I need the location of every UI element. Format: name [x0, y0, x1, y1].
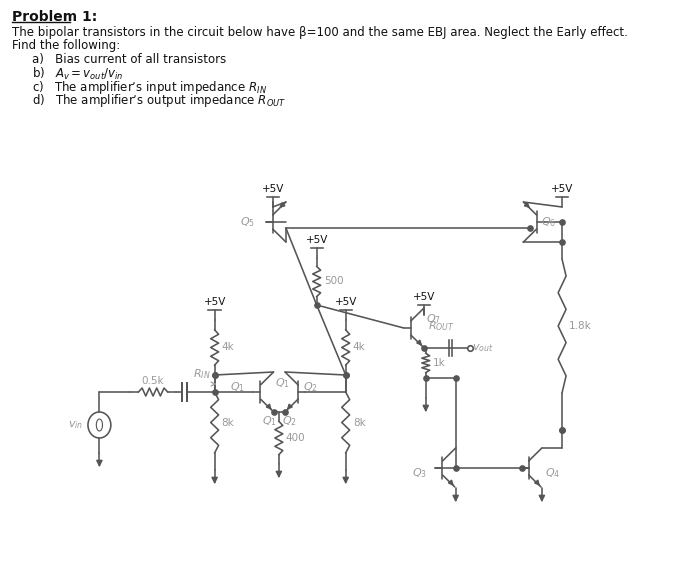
Text: +5V: +5V: [305, 235, 328, 245]
Text: $R_{IN}$: $R_{IN}$: [193, 367, 210, 381]
Text: $Q_1$: $Q_1$: [262, 414, 277, 428]
Text: $R_{OUT}$: $R_{OUT}$: [428, 319, 455, 333]
Text: 500: 500: [323, 277, 343, 286]
Text: $Q_5$: $Q_5$: [240, 215, 255, 229]
Text: 400: 400: [286, 433, 305, 443]
Text: $Q_1$: $Q_1$: [275, 376, 290, 390]
Text: $Q_1$: $Q_1$: [230, 380, 244, 394]
Text: +5V: +5V: [551, 184, 573, 194]
Text: Problem 1:: Problem 1:: [13, 10, 97, 24]
Text: d)   The amplifier’s output impedance $R_{OUT}$: d) The amplifier’s output impedance $R_{…: [32, 92, 286, 109]
Text: 1k: 1k: [433, 358, 446, 368]
Text: $Q_7$: $Q_7$: [426, 312, 441, 326]
Text: $Q_6$: $Q_6$: [541, 215, 556, 229]
Text: a)   Bias current of all transistors: a) Bias current of all transistors: [32, 53, 226, 66]
Text: 1.8k: 1.8k: [569, 321, 592, 331]
Text: The bipolar transistors in the circuit below have β=100 and the same EBJ area. N: The bipolar transistors in the circuit b…: [13, 26, 628, 39]
Text: 8k: 8k: [222, 417, 235, 428]
Text: b)   $A_v = v_{out}/v_{in}$: b) $A_v = v_{out}/v_{in}$: [32, 66, 123, 82]
Text: $v_{out}$: $v_{out}$: [473, 342, 494, 354]
Text: +5V: +5V: [413, 292, 435, 302]
Text: 4k: 4k: [222, 343, 235, 352]
Text: +5V: +5V: [335, 297, 357, 307]
Text: $v_{in}$: $v_{in}$: [69, 419, 83, 431]
Text: $Q_3$: $Q_3$: [412, 466, 426, 480]
Text: 0.5k: 0.5k: [142, 376, 164, 386]
Text: $Q_4$: $Q_4$: [545, 466, 560, 480]
Text: +5V: +5V: [204, 297, 226, 307]
Text: c)   The amplifier’s input impedance $R_{IN}$: c) The amplifier’s input impedance $R_{I…: [32, 79, 267, 96]
Text: Find the following:: Find the following:: [13, 39, 120, 52]
Text: $Q_2$: $Q_2$: [281, 414, 297, 428]
Text: +5V: +5V: [262, 184, 284, 194]
Text: 4k: 4k: [353, 343, 365, 352]
Text: $Q_2$: $Q_2$: [302, 380, 318, 394]
Text: 8k: 8k: [353, 417, 365, 428]
